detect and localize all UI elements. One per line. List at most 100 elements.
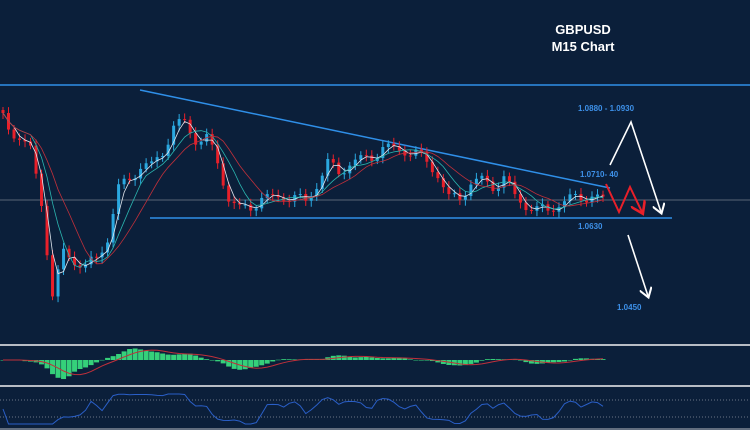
candle-body [51,255,55,297]
macd-histogram-bar [341,355,347,360]
macd-histogram-bar [292,359,298,360]
bullish-projection-arrow [609,119,661,212]
candle-body [1,110,5,114]
macd-histogram-bar [402,358,408,360]
candle-body [166,144,170,156]
macd-histogram-bar [116,354,122,360]
macd-histogram-bar [215,360,221,362]
candle-body [23,139,27,142]
candle-body [540,204,544,207]
macd-histogram-bar [457,360,463,366]
macd-histogram-bar [528,360,534,364]
macd-histogram-bar [182,353,188,360]
candle-body [507,176,511,182]
macd-histogram-bar [578,358,584,360]
candle-body [122,178,126,185]
candle-body [304,194,308,201]
candle-body [458,193,462,200]
support-label: 1.0630 [578,222,603,231]
macd-histogram-bar [407,359,413,360]
macd-histogram-bar [281,359,287,360]
candle-body [342,173,346,175]
range-zigzag-arrow [605,183,642,212]
macd-histogram-bar [435,360,441,363]
candle-body [221,163,225,186]
candle-body [425,151,429,162]
macd-histogram-bar [72,360,78,372]
candle-body [309,196,313,201]
macd-histogram-bar [462,360,468,366]
candle-body [194,133,198,145]
candle-body [529,210,533,212]
macd-histogram-bar [600,359,606,360]
candle-body [496,187,500,191]
candle-body [518,194,522,203]
candle-body [265,194,269,198]
candle-body [513,181,517,195]
candle-body [419,149,423,152]
macd-histogram-bar [490,358,496,360]
candle-body [381,147,385,159]
macd-histogram-bar [259,360,265,366]
candle-body [243,204,247,206]
macd-histogram-bar [83,360,89,368]
candle-body [276,195,280,198]
macd-histogram-bar [270,360,276,362]
candle-body [562,201,566,208]
macd-histogram-bar [286,359,292,360]
candle-body [249,204,253,211]
macd-histogram-bar [380,358,386,360]
macd-histogram-bar [66,360,72,377]
fast-moving-average [2,112,604,275]
macd-histogram-bar [517,360,523,361]
macd-histogram-bar [369,357,375,360]
macd-histogram-bar [39,360,45,365]
candle-body [111,214,115,243]
macd-histogram-bar [209,360,215,361]
macd-histogram-bar [561,360,567,362]
candle-body [232,201,236,204]
macd-histogram-bar [99,359,105,361]
candle-body [315,188,319,197]
candle-body [95,256,99,258]
candle-body [359,155,363,160]
macd-histogram-bar [171,354,177,360]
candle-body [331,159,335,163]
candle-body [474,178,478,185]
candle-body [210,134,214,145]
macd-histogram-bar [512,359,518,361]
macd-histogram-bar [424,360,430,361]
candle-body [40,173,44,206]
candle-body [441,178,445,188]
candle-body [392,143,396,147]
macd-histogram-bar [429,360,435,362]
descending-trendline [139,89,611,189]
macd-histogram-bar [110,356,116,360]
macd-histogram-bar [374,358,380,360]
candle-body [34,145,38,174]
macd-histogram-bar [358,357,364,360]
macd-histogram-bar [231,360,237,369]
candle-body [551,210,555,212]
candle-body [45,205,49,256]
candle-body [348,165,352,174]
candle-body [172,125,176,145]
candle-body [144,163,148,169]
chart-symbol: GBPUSD [555,22,611,37]
macd-histogram-bar [413,359,419,361]
candle-body [491,181,495,191]
macd-histogram-bar [253,360,259,367]
candle-body [89,256,93,265]
macd-histogram-bar [550,360,556,363]
macd-histogram-bar [160,353,166,360]
macd-histogram-bar [121,351,127,360]
macd-histogram-bar [523,360,529,363]
macd-histogram-bar [149,351,155,360]
candle-body [595,194,599,197]
candle-body [188,119,192,134]
macd-histogram-bar [468,360,474,364]
chart-timeframe: M15 Chart [551,39,615,54]
indicator-frame [0,344,750,430]
candle-body [150,161,154,164]
